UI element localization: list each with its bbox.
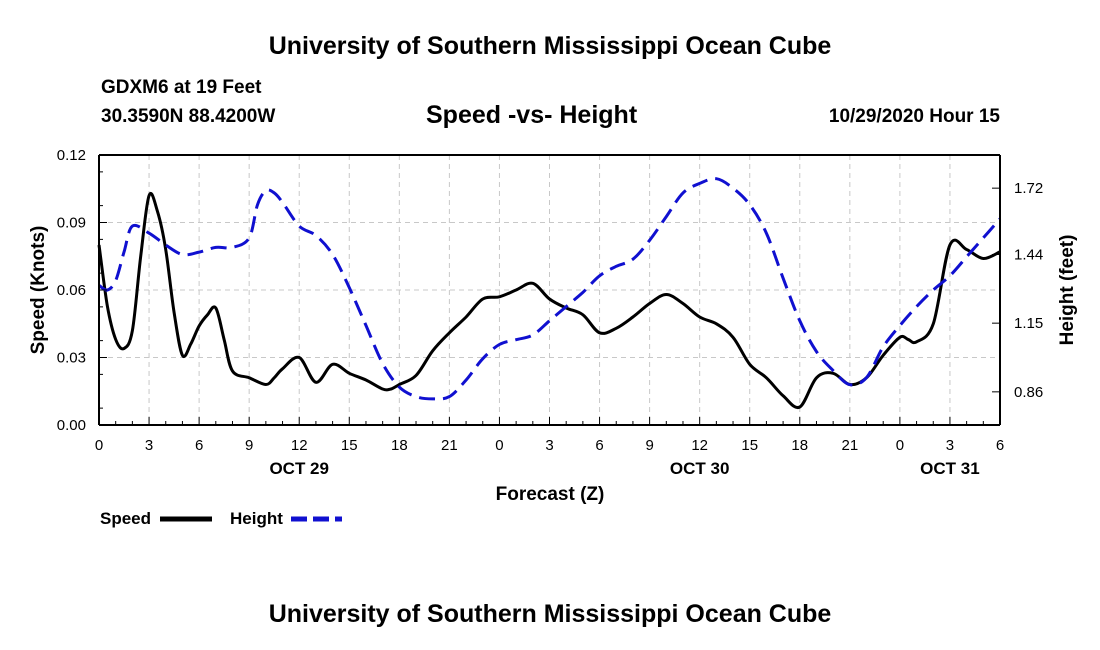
series-layer (97, 177, 1002, 410)
x-tick-label: 0 (95, 437, 103, 454)
x-tick-label: 6 (595, 437, 603, 454)
x-tick-label: 6 (996, 437, 1004, 454)
date-label: OCT 29 (269, 459, 329, 478)
timestamp-label: 10/29/2020 Hour 15 (828, 106, 1000, 127)
y-right-tick-label: 1.15 (1014, 315, 1043, 332)
x-tick-label: 21 (441, 437, 458, 454)
y-right-tick-label: 0.86 (1014, 384, 1043, 401)
legend-label-speed: Speed (100, 509, 151, 528)
x-axis-title: Forecast (Z) (496, 484, 605, 505)
speed-series-line (97, 192, 1001, 410)
x-tick-label: 9 (245, 437, 253, 454)
y-left-tick-label: 0.06 (57, 282, 86, 299)
x-tick-label: 9 (645, 437, 653, 454)
y-left-axis-title: Speed (Knots) (28, 226, 49, 355)
x-tick-label: 3 (545, 437, 553, 454)
legend-label-height: Height (230, 509, 283, 528)
x-tick-label: 0 (495, 437, 503, 454)
y-right-axis-title: Height (feet) (1057, 235, 1078, 346)
y-right-tick-label: 1.72 (1014, 180, 1043, 197)
y-right-tick-label: 1.44 (1014, 246, 1043, 263)
x-tick-label: 18 (391, 437, 408, 454)
y-left-tick-label: 0.12 (57, 147, 86, 164)
y-left-tick-label: 0.09 (57, 215, 86, 232)
chart-title-bottom: University of Southern Mississippi Ocean… (268, 600, 832, 628)
x-tick-label: 3 (145, 437, 153, 454)
date-label: OCT 31 (920, 459, 980, 478)
y-left-tick-label: 0.00 (57, 417, 86, 434)
station-label: GDXM6 at 19 Feet (101, 77, 262, 98)
x-tick-label: 18 (791, 437, 808, 454)
grid-layer (99, 155, 1000, 425)
date-label: OCT 30 (670, 459, 730, 478)
chart-subtitle: Speed -vs- Height (426, 101, 638, 129)
x-tick-label: 6 (195, 437, 203, 454)
x-tick-label: 15 (741, 437, 758, 454)
labels-layer: 0 3 6 9 12 15 18 21 0 3 6 9 12 15 18 21 0 3 6 0.00 0.03 0.06 0… (28, 147, 1078, 528)
location-label: 30.3590N 88.4200W (101, 106, 276, 127)
x-tick-label: 12 (691, 437, 708, 454)
x-tick-label: 12 (291, 437, 308, 454)
x-tick-label: 15 (341, 437, 358, 454)
y-left-tick-label: 0.03 (57, 350, 86, 367)
x-tick-label: 0 (896, 437, 904, 454)
x-tick-label: 3 (946, 437, 954, 454)
chart-title-top: University of Southern Mississippi Ocean… (268, 32, 832, 60)
x-tick-label: 21 (841, 437, 858, 454)
height-series-line (98, 177, 1002, 401)
axes-layer (98, 154, 1001, 426)
